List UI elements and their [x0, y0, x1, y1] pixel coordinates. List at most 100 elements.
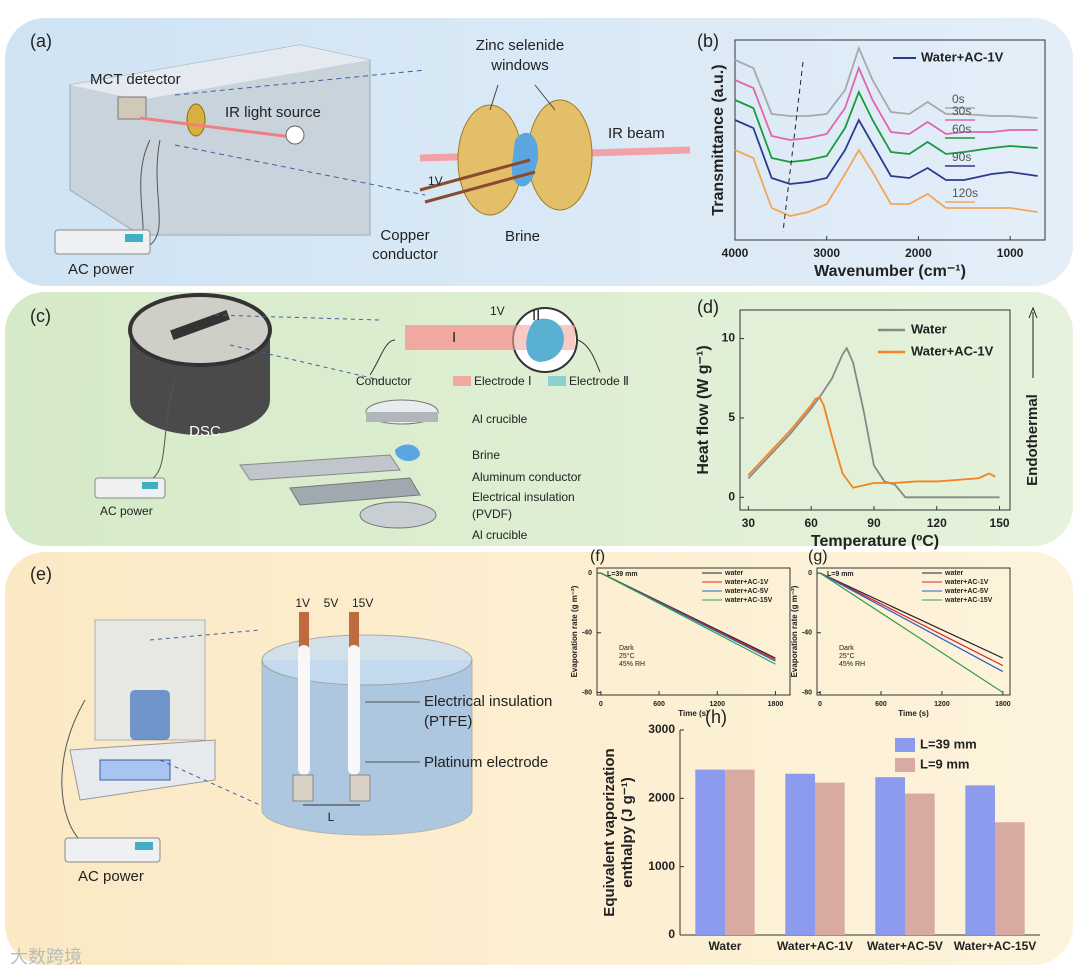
series-label: 120s — [952, 186, 978, 200]
y-tick-label: -80 — [582, 689, 592, 696]
side-arrowhead — [1028, 306, 1038, 319]
y-axis-title: Evaporation rate (g m⁻²) — [790, 585, 799, 677]
label: 5V — [324, 596, 339, 610]
side-label: Endothermal — [1024, 394, 1041, 486]
x-tick-label: 1000 — [997, 246, 1024, 260]
label: Al crucible — [472, 412, 528, 426]
x-axis-title: Temperature (ºC) — [811, 533, 939, 550]
x-tick-label: 1800 — [995, 701, 1011, 708]
guide-line — [782, 61, 804, 233]
x-tick-label: 2000 — [905, 246, 932, 260]
panel-label: (g) — [808, 548, 828, 565]
label: 15V — [352, 596, 373, 610]
x-axis-title: Wavenumber (cm⁻¹) — [814, 263, 966, 280]
axes-frame — [816, 567, 1011, 696]
series-line — [819, 572, 1004, 659]
x-axis-title: Time (s) — [678, 709, 709, 718]
legend-label: water+AC-15V — [724, 597, 773, 604]
label: Conductor — [356, 374, 411, 388]
label: (PTFE) — [424, 713, 472, 730]
x-tick-label: 600 — [875, 701, 887, 708]
label: AC power — [100, 504, 153, 518]
label: (PVDF) — [472, 507, 512, 521]
x-tick-label: 60 — [804, 516, 818, 530]
axes-frame — [734, 39, 1046, 241]
annotation: Dark — [839, 645, 854, 652]
legend-label: water — [944, 570, 964, 577]
x-tick-label: 0 — [599, 701, 603, 708]
series-line — [734, 65, 1038, 141]
y-tick-label: 1000 — [648, 859, 675, 873]
panel-label: (c) — [30, 306, 51, 326]
panel-label: (a) — [30, 31, 52, 51]
x-tick-label: Water+AC-15V — [954, 939, 1037, 953]
label: MCT detector — [90, 71, 181, 88]
axes-frame — [596, 567, 791, 696]
y-tick-label: -40 — [582, 630, 592, 637]
y-tick-label: 5 — [728, 410, 735, 424]
series-line — [734, 148, 1038, 217]
series-line — [819, 572, 1004, 667]
annotation: L=9 mm — [827, 571, 854, 578]
label: AC power — [78, 868, 144, 885]
label: 1V — [490, 304, 505, 318]
label: IR light source — [225, 104, 321, 121]
x-tick-label: 150 — [990, 516, 1010, 530]
panel-label: (e) — [30, 564, 52, 584]
label: I — [452, 329, 456, 346]
label: Brine — [472, 448, 500, 462]
label: windows — [490, 57, 549, 74]
x-tick-label: 4000 — [722, 246, 749, 260]
bar — [875, 777, 905, 935]
diagram-a: (a) MCT detector IR light source Zinc se… — [30, 31, 691, 278]
y-axis-title: enthalpy (J g⁻¹) — [619, 777, 636, 887]
diagram-c: (c) 1V I II Conductor Electrode Ⅰ Electr… — [30, 293, 629, 542]
label: Al crucible — [472, 528, 528, 542]
label: L — [328, 810, 335, 824]
y-tick-label: 0 — [668, 927, 675, 941]
x-tick-label: 90 — [867, 516, 881, 530]
x-tick-label: Water — [709, 939, 742, 953]
label: DSC — [189, 423, 221, 440]
legend-label: water — [724, 570, 744, 577]
x-tick-label: 1200 — [934, 701, 950, 708]
y-tick-label: 10 — [722, 331, 736, 345]
legend-swatch — [895, 738, 915, 752]
label: conductor — [372, 246, 438, 263]
label: IR beam — [608, 125, 665, 142]
label: Brine — [505, 228, 540, 245]
bar — [995, 822, 1025, 935]
series-label: 0s — [952, 92, 965, 106]
series-label: 60s — [952, 122, 971, 136]
legend-label: L=39 mm — [920, 736, 977, 751]
legend-label: water+AC-15V — [944, 597, 993, 604]
label: II — [532, 307, 540, 324]
x-tick-label: Water+AC-1V — [777, 939, 853, 953]
panel-label: (h) — [705, 707, 727, 727]
x-tick-label: 0 — [818, 701, 822, 708]
annotation: 25°C — [839, 652, 855, 660]
series-line — [600, 572, 776, 665]
series-label: 30s — [952, 104, 971, 118]
bar — [785, 773, 815, 935]
y-tick-label: -80 — [802, 689, 812, 696]
bar — [815, 782, 845, 935]
label: Aluminum conductor — [472, 470, 581, 484]
label: Electrical insulation — [472, 490, 575, 504]
bar — [725, 769, 755, 935]
label: Platinum electrode — [424, 754, 548, 771]
legend-title: Water+AC-1V — [921, 49, 1004, 64]
legend-label: Water — [911, 321, 947, 336]
series-line — [734, 45, 1038, 119]
y-axis-title: Transmittance (a.u.) — [710, 64, 727, 215]
label: 1V — [295, 596, 310, 610]
series-line — [747, 396, 996, 489]
legend-swatch — [895, 758, 915, 772]
label: Electrode Ⅰ — [474, 374, 532, 388]
y-axis-title: Equivalent vaporization — [601, 748, 618, 916]
x-tick-label: 30 — [742, 516, 756, 530]
axes-frame — [739, 309, 1011, 511]
series-line — [819, 572, 1004, 693]
series-line — [819, 572, 1004, 673]
panel-label: (f) — [590, 548, 605, 565]
